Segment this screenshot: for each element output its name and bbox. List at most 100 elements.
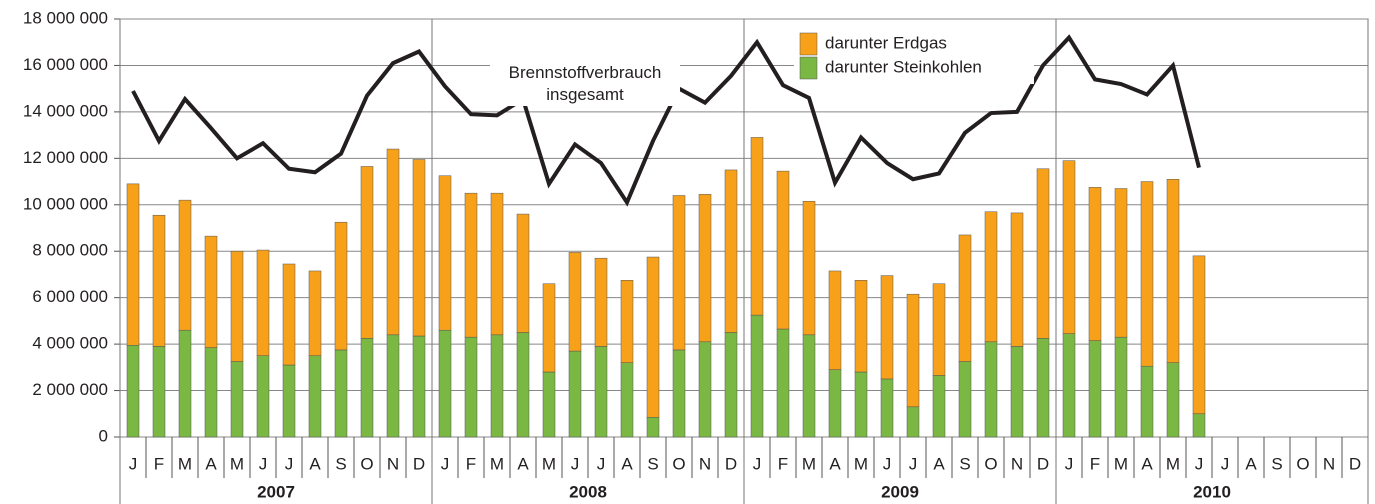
x-tick-label: N [1323, 454, 1335, 473]
bar-segment [880, 378, 894, 438]
bar-segment [308, 355, 322, 438]
bar-segment [516, 213, 530, 333]
x-tick-label: A [309, 454, 321, 473]
bar-segment [334, 349, 348, 438]
bar-segment [1140, 181, 1154, 367]
bar-segment [672, 349, 686, 438]
x-group-label: 2009 [881, 482, 919, 501]
bar-segment [178, 329, 192, 438]
bar-segment [854, 280, 868, 373]
x-tick-label: D [413, 454, 425, 473]
x-tick-label: A [621, 454, 633, 473]
bar-segment [958, 361, 972, 438]
legend-swatch [799, 32, 818, 56]
bar-segment [1192, 413, 1206, 438]
x-tick-label: F [778, 454, 788, 473]
bar-segment [1010, 212, 1024, 347]
x-tick-label: J [441, 454, 450, 473]
y-tick-label: 10 000 000 [23, 194, 108, 213]
bar-segment [932, 375, 946, 438]
bar-segment [386, 148, 400, 336]
bar-segment [152, 214, 166, 347]
bar-segment [126, 183, 140, 346]
bar-segment [906, 406, 920, 438]
bar-segment [828, 369, 842, 438]
bar-segment [1114, 188, 1128, 338]
x-tick-label: M [802, 454, 816, 473]
x-tick-label: D [725, 454, 737, 473]
bar-segment [282, 263, 296, 366]
bar-segment [984, 341, 998, 438]
bar-segment [906, 293, 920, 408]
legend-swatch [799, 56, 818, 80]
x-tick-label: D [1349, 454, 1361, 473]
x-tick-label: A [933, 454, 945, 473]
x-group-label: 2007 [257, 482, 295, 501]
bar-segment [126, 345, 140, 438]
x-tick-label: J [129, 454, 138, 473]
bar-segment [1114, 336, 1128, 438]
x-tick-label: J [753, 454, 762, 473]
bar-segment [256, 355, 270, 438]
x-tick-label: F [154, 454, 164, 473]
bar-segment [334, 221, 348, 351]
bar-segment [542, 371, 556, 438]
x-tick-label: J [909, 454, 918, 473]
bar-segment [1036, 168, 1050, 339]
legend-label: darunter Erdgas [825, 33, 947, 52]
bar-segment [568, 252, 582, 352]
line-annotation: Brennstoffverbrauch insgesamt [490, 62, 680, 106]
bar-segment [698, 194, 712, 343]
x-tick-label: J [259, 454, 268, 473]
x-tick-label: J [1065, 454, 1074, 473]
bar-segment [984, 211, 998, 343]
bar-segment [854, 371, 868, 438]
bar-segment [1036, 338, 1050, 438]
bar-segment [724, 169, 738, 333]
x-tick-label: O [672, 454, 685, 473]
x-group-label: 2010 [1193, 482, 1231, 501]
bar-segment [1088, 340, 1102, 438]
bar-segment [282, 364, 296, 438]
bar-segment [490, 192, 504, 336]
line-series [131, 34, 1201, 207]
x-tick-label: S [335, 454, 346, 473]
bar-segment [1166, 178, 1180, 363]
bar-segment [1192, 255, 1206, 415]
bar-segment [594, 257, 608, 347]
bar-segment [438, 175, 452, 331]
x-tick-label: J [1221, 454, 1230, 473]
x-tick-label: S [1271, 454, 1282, 473]
bar-segment [464, 336, 478, 438]
y-tick-label: 0 [99, 426, 108, 445]
x-tick-label: N [699, 454, 711, 473]
bar-segment [386, 334, 400, 438]
x-tick-label: A [1141, 454, 1153, 473]
y-tick-label: 6 000 000 [32, 287, 108, 306]
y-tick-label: 2 000 000 [32, 380, 108, 399]
x-tick-label: M [1114, 454, 1128, 473]
legend-label: darunter Steinkohlen [825, 57, 982, 76]
bar-segment [594, 346, 608, 438]
bar-segment [750, 137, 764, 316]
x-tick-label: N [387, 454, 399, 473]
x-tick-label: M [854, 454, 868, 473]
bar-segment [516, 332, 530, 438]
x-tick-label: J [571, 454, 580, 473]
x-tick-label: M [230, 454, 244, 473]
x-tick-label: J [285, 454, 294, 473]
bar-segment [1088, 187, 1102, 341]
y-tick-label: 4 000 000 [32, 334, 108, 353]
bar-segment [1062, 333, 1076, 438]
x-tick-label: J [597, 454, 606, 473]
bar-segment [646, 417, 660, 438]
bar-segment [750, 314, 764, 438]
bar-segment [360, 166, 374, 339]
bar-segment [464, 192, 478, 338]
bar-segment [802, 334, 816, 438]
x-tick-label: O [1296, 454, 1309, 473]
x-tick-label: D [1037, 454, 1049, 473]
bar-segment [880, 275, 894, 380]
bar-segment [958, 234, 972, 362]
y-tick-label: 14 000 000 [23, 101, 108, 120]
